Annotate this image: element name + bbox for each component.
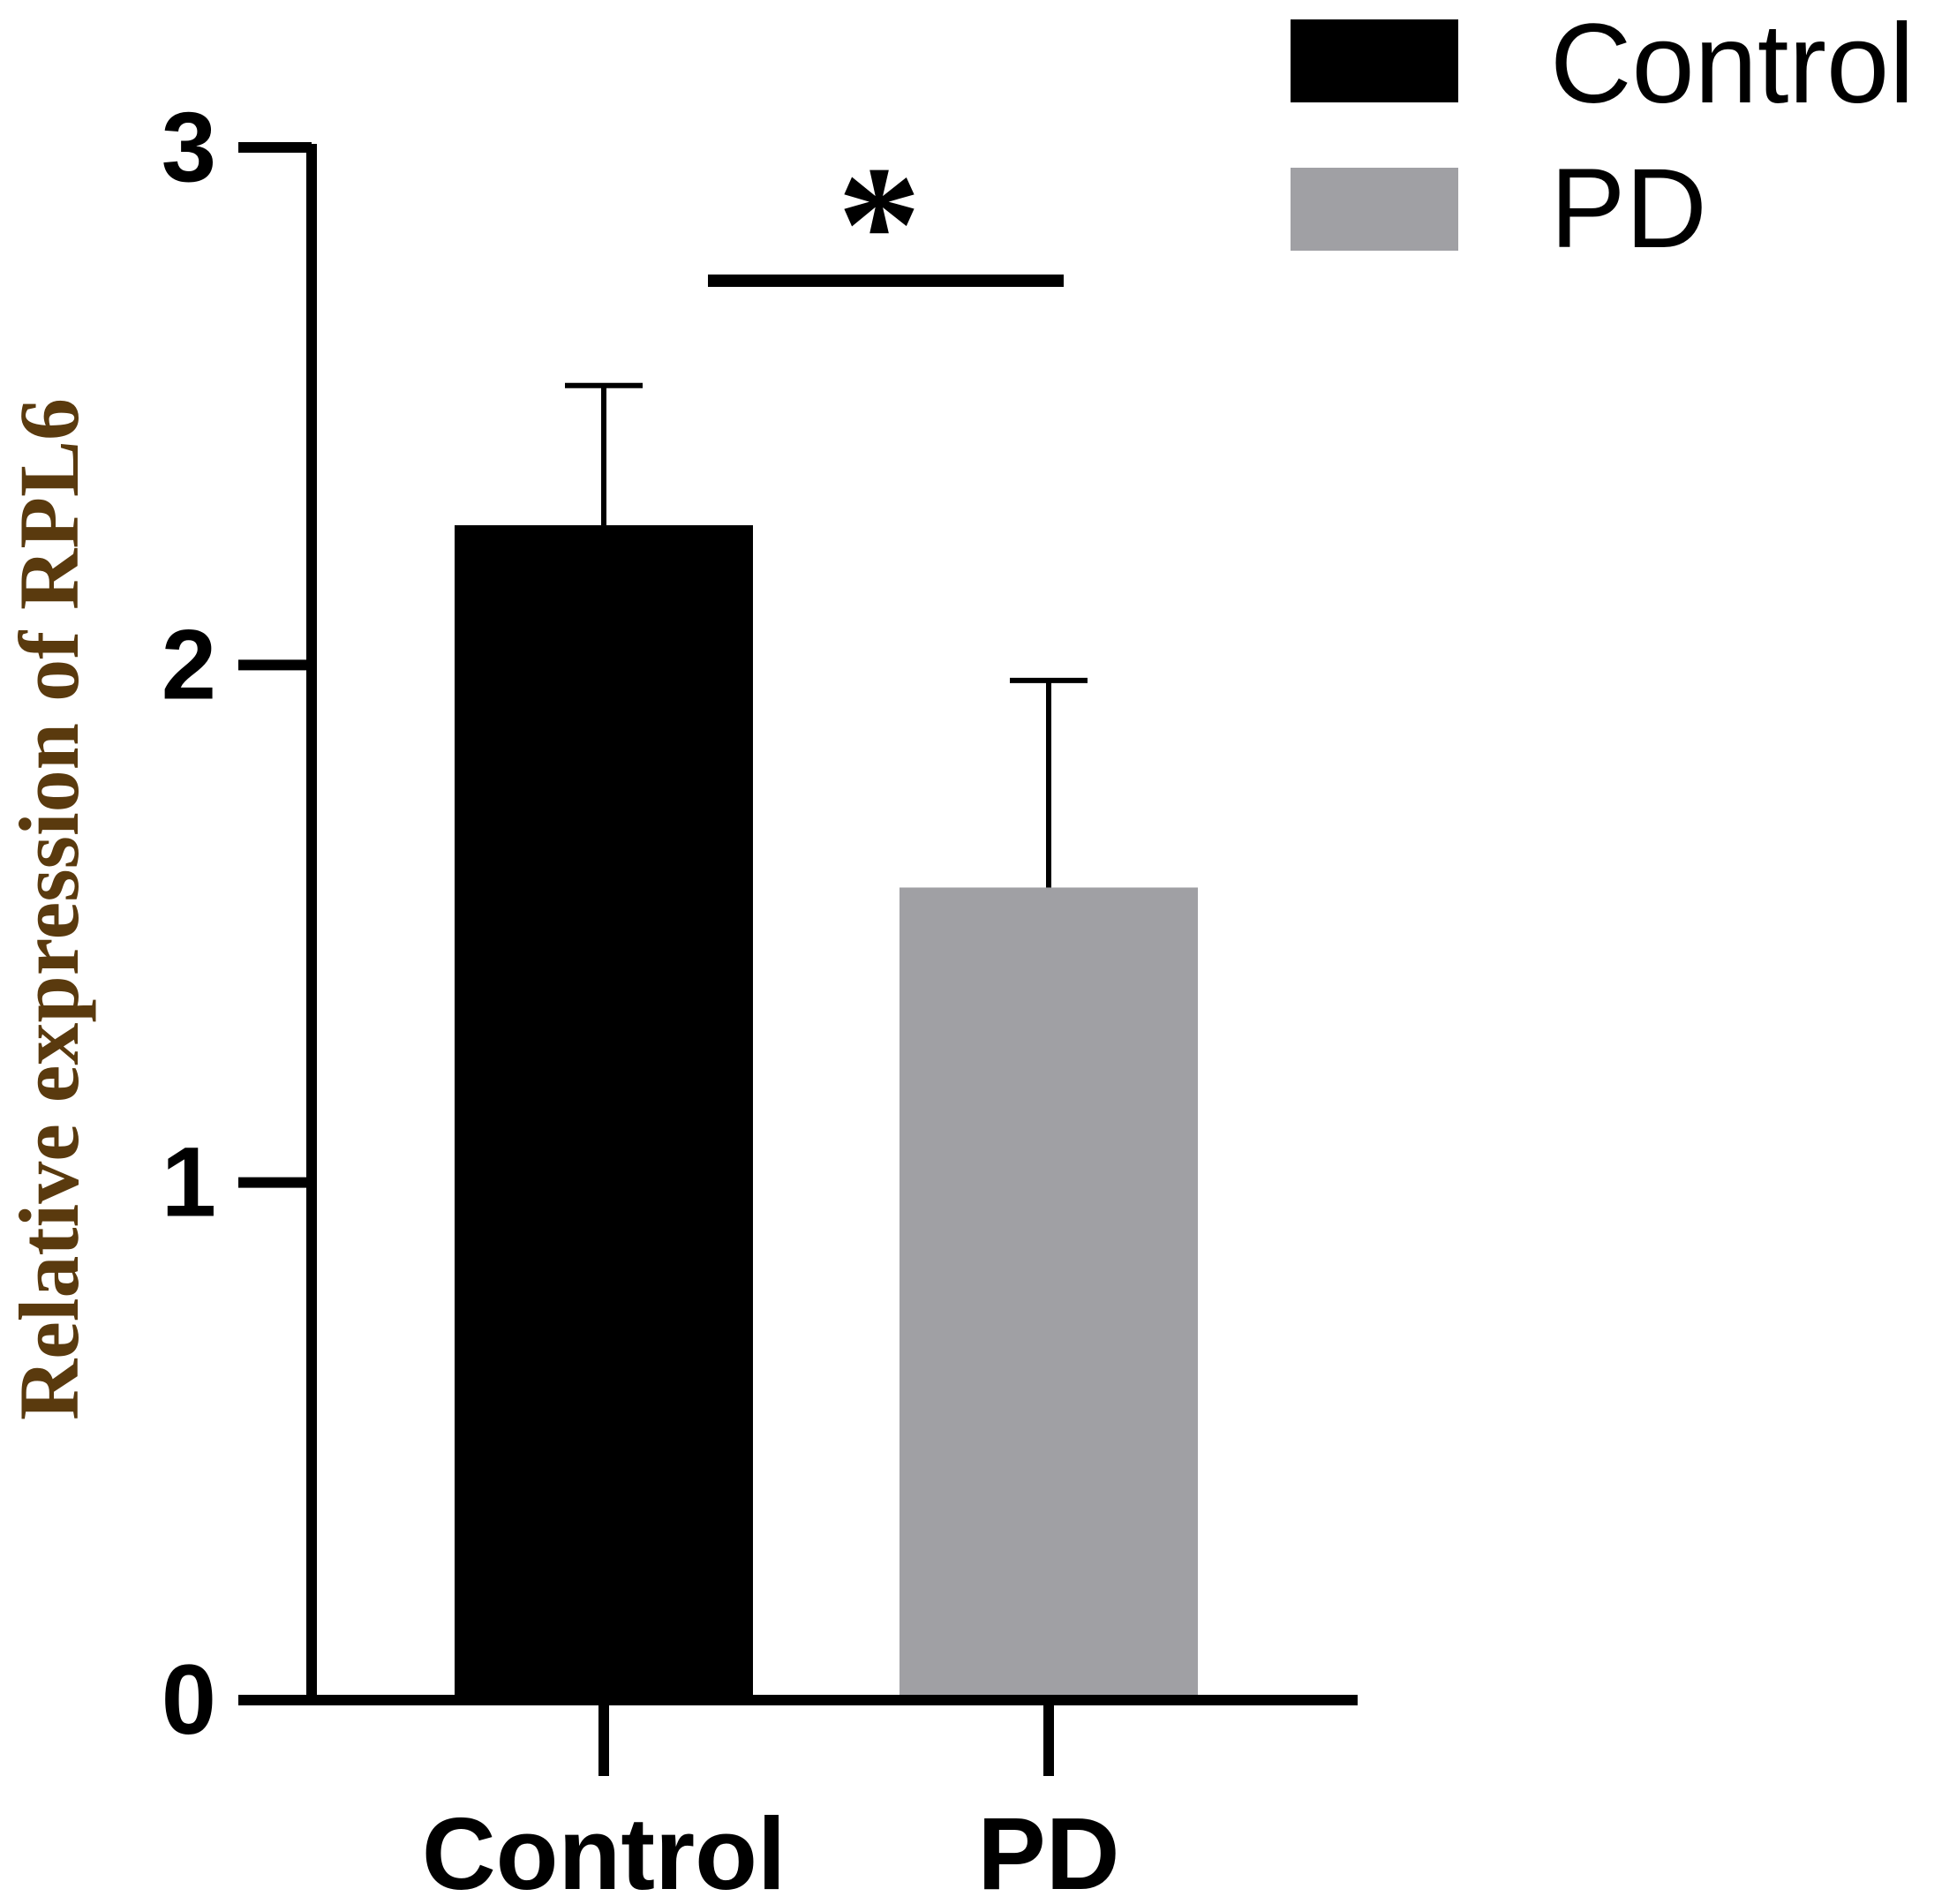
x-tick-label-pd: PD [977,1796,1119,1904]
significance-star: * [838,132,922,318]
bar-pd [899,887,1198,1700]
bar-control [455,525,753,1700]
x-tick-label-control: Control [422,1796,786,1904]
plot-area: 0 1 2 3 Control PD * [162,92,1358,1904]
legend-swatch-control [1291,19,1458,102]
legend-label-pd: PD [1550,146,1707,272]
y-tick-label-1: 1 [162,1127,216,1238]
y-tick-label-2: 2 [162,609,216,719]
legend: Control PD [1291,1,1915,272]
y-tick-label-3: 3 [162,92,216,202]
y-tick-label-0: 0 [162,1644,216,1755]
legend-swatch-pd [1291,168,1458,251]
legend-label-control: Control [1550,1,1915,127]
y-axis-label: Relative expression of RPL6 [2,398,96,1420]
